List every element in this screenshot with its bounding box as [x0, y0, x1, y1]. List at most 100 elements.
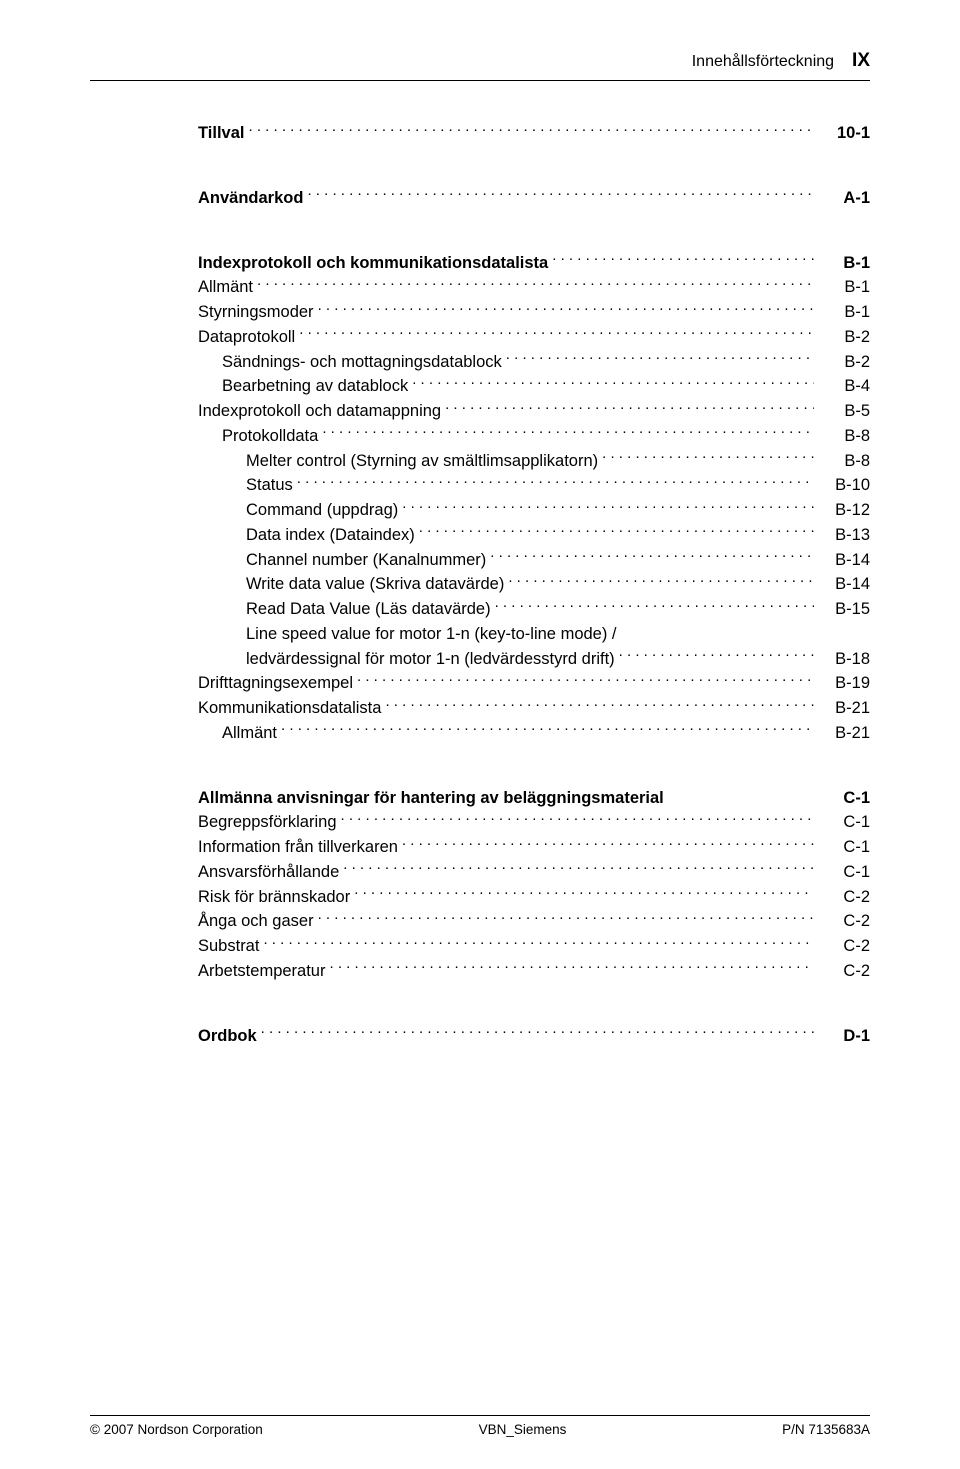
toc-page-number: B-10: [818, 473, 870, 498]
toc-label: Line speed value for motor 1-n (key-to-l…: [198, 622, 617, 647]
toc-leader-dots: [343, 860, 814, 877]
toc-row: Line speed value for motor 1-n (key-to-l…: [198, 622, 870, 647]
header-title: Innehållsförteckning: [692, 53, 834, 71]
toc-row: Allmänt B-1: [198, 275, 870, 300]
toc-page-number: B-5: [818, 399, 870, 424]
toc-row: Användarkod A-1: [198, 186, 870, 211]
toc-leader-dots: [322, 424, 814, 441]
toc-label: Information från tillverkaren: [198, 835, 398, 860]
toc-leader-dots: [602, 449, 814, 466]
toc-page-number: C-1: [818, 835, 870, 860]
toc-leader-dots: [506, 350, 814, 367]
toc-row: Ånga och gaser C-2: [198, 909, 870, 934]
toc-leader-dots: [419, 523, 814, 540]
toc-page-number: B-2: [818, 350, 870, 375]
toc-leader-dots: [261, 1024, 814, 1041]
toc-page-number: C-2: [818, 959, 870, 984]
toc-page-number: B-13: [818, 523, 870, 548]
table-of-contents: Tillval 10-1 Användarkod A-1 Indexprotokoll …: [90, 121, 870, 1048]
header-rule: [90, 80, 870, 81]
toc-label: Kommunikationsdatalista: [198, 696, 381, 721]
toc-label: Melter control (Styrning av smältlimsapp…: [198, 449, 598, 474]
page-content: Innehållsförteckning IX Tillval 10-1 Använ…: [0, 0, 960, 1048]
toc-page-number: 10-1: [818, 121, 870, 146]
toc-label: Indexprotokoll och kommunikationsdatalis…: [198, 251, 548, 276]
toc-label: Data index (Dataindex): [198, 523, 415, 548]
toc-leader-dots: [552, 251, 814, 268]
toc-leader-dots: [668, 786, 814, 803]
toc-page-number: B-18: [818, 647, 870, 672]
toc-label: Användarkod: [198, 186, 303, 211]
toc-section: Användarkod A-1: [198, 186, 870, 211]
toc-leader-dots: [263, 935, 814, 952]
toc-page-number: C-1: [818, 810, 870, 835]
toc-label: Begreppsförklaring: [198, 810, 337, 835]
toc-label: ledvärdessignal för motor 1-n (ledvärdes…: [198, 647, 615, 672]
toc-leader-dots: [385, 697, 814, 714]
toc-label: Styrningsmoder: [198, 300, 314, 325]
toc-page-number: D-1: [818, 1024, 870, 1049]
toc-label: Allmänt: [198, 721, 277, 746]
toc-label: Arbetstemperatur: [198, 959, 325, 984]
toc-label: Allmänt: [198, 275, 253, 300]
toc-row: Status B-10: [198, 473, 870, 498]
toc-leader-dots: [402, 499, 814, 516]
toc-row: Sändnings- och mottagningsdatablockB-2: [198, 350, 870, 375]
toc-row: Indexprotokoll och kommunikationsdatalis…: [198, 251, 870, 276]
toc-page-number: B-1: [818, 300, 870, 325]
toc-page-number: B-19: [818, 671, 870, 696]
toc-leader-dots: [402, 836, 814, 853]
toc-label: Ånga och gaser: [198, 909, 314, 934]
toc-leader-dots: [281, 721, 814, 738]
toc-row: Arbetstemperatur C-2: [198, 959, 870, 984]
toc-page-number: B-21: [818, 721, 870, 746]
toc-page-number: A-1: [818, 186, 870, 211]
toc-row: KommunikationsdatalistaB-21: [198, 696, 870, 721]
toc-section: Tillval 10-1: [198, 121, 870, 146]
toc-section: Indexprotokoll och kommunikationsdatalis…: [198, 251, 870, 746]
toc-page-number: C-1: [818, 860, 870, 885]
toc-row: Tillval 10-1: [198, 121, 870, 146]
toc-section: Allmänna anvisningar för hantering av be…: [198, 786, 870, 984]
toc-row: Read Data Value (Läs datavärde) B-15: [198, 597, 870, 622]
toc-page-number: B-8: [818, 424, 870, 449]
header-pagenum: IX: [852, 50, 870, 72]
toc-label: Tillval: [198, 121, 244, 146]
toc-leader-dots: [354, 885, 814, 902]
toc-leader-dots: [299, 325, 814, 342]
toc-row: Channel number (Kanalnummer)B-14: [198, 548, 870, 573]
toc-leader-dots: [445, 400, 814, 417]
toc-label: Read Data Value (Läs datavärde): [198, 597, 491, 622]
toc-page-number: B-2: [818, 325, 870, 350]
toc-page-number: C-2: [818, 909, 870, 934]
page-footer: 2007 Nordson Corporation VBN_Siemens P/N…: [90, 1415, 870, 1437]
toc-label: Status: [198, 473, 293, 498]
toc-leader-dots: [357, 672, 814, 689]
toc-label: Channel number (Kanalnummer): [198, 548, 486, 573]
toc-row: Allmänna anvisningar för hantering av be…: [198, 786, 870, 811]
toc-row: Allmänt B-21: [198, 721, 870, 746]
toc-row: Bearbetning av datablockB-4: [198, 374, 870, 399]
toc-page-number: B-1: [818, 251, 870, 276]
toc-page-number: C-1: [818, 786, 870, 811]
toc-row: Begreppsförklaring C-1: [198, 810, 870, 835]
toc-leader-dots: [307, 186, 814, 203]
toc-row: Data index (Dataindex) B-13: [198, 523, 870, 548]
toc-leader-dots: [495, 598, 814, 615]
toc-row: DrifttagningsexempelB-19: [198, 671, 870, 696]
toc-row: Indexprotokoll och datamappningB-5: [198, 399, 870, 424]
toc-label: Write data value (Skriva datavärde): [198, 572, 504, 597]
toc-row: Information från tillverkaren C-1: [198, 835, 870, 860]
toc-page-number: B-1: [818, 275, 870, 300]
toc-leader-dots: [508, 573, 814, 590]
toc-page-number: B-15: [818, 597, 870, 622]
toc-label: Ordbok: [198, 1024, 257, 1049]
toc-row: SubstratC-2: [198, 934, 870, 959]
toc-page-number: B-14: [818, 572, 870, 597]
toc-label: Allmänna anvisningar för hantering av be…: [198, 786, 664, 811]
toc-page-number: B-12: [818, 498, 870, 523]
toc-page-number: C-2: [818, 885, 870, 910]
toc-row: Styrningsmoder B-1: [198, 300, 870, 325]
toc-leader-dots: [329, 959, 814, 976]
toc-leader-dots: [318, 910, 814, 927]
